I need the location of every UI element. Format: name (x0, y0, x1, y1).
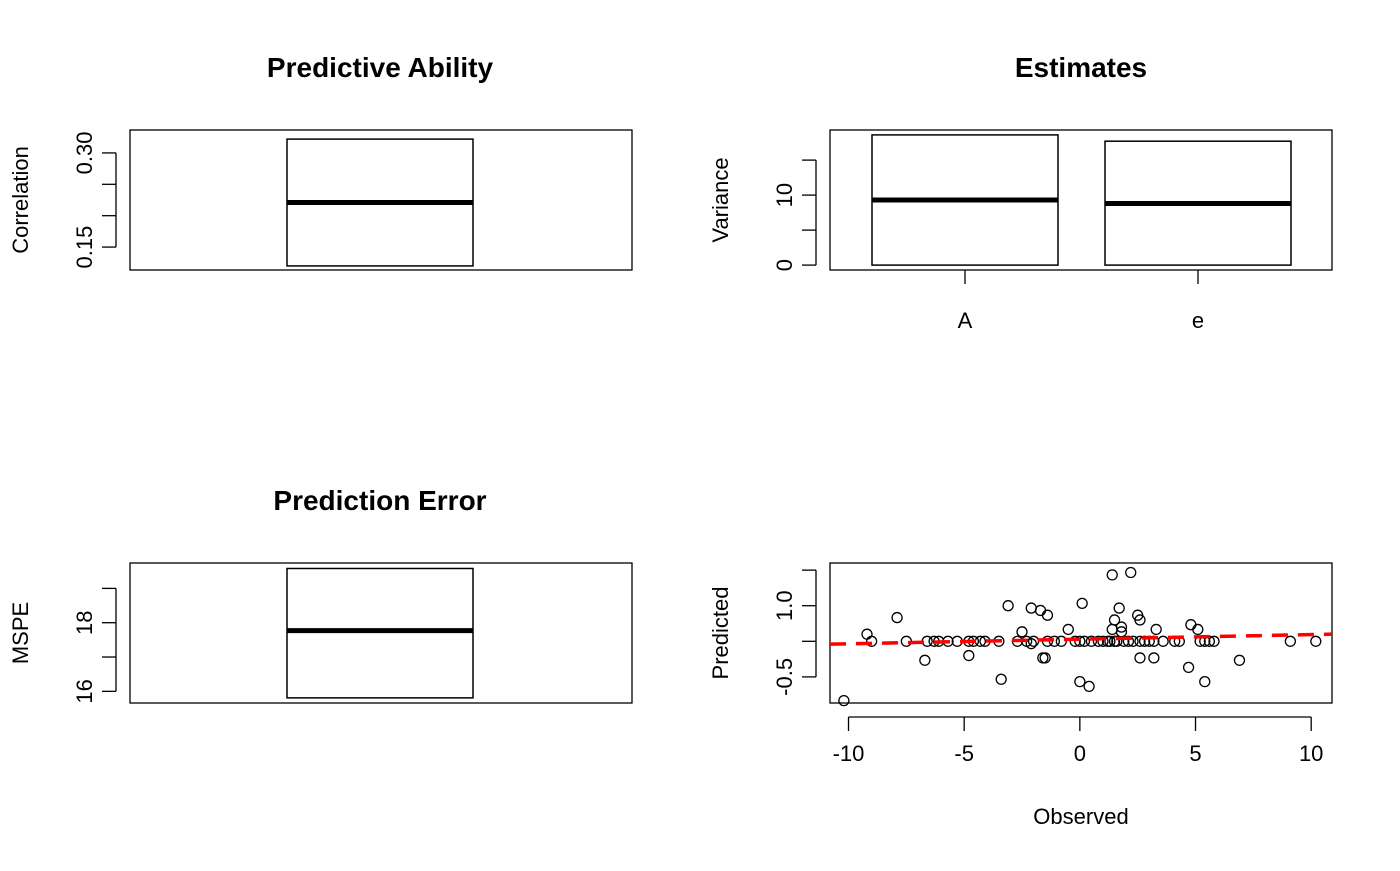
y-tick-label: 0.30 (72, 132, 97, 175)
plot-frame (829, 562, 1333, 704)
panel-observed-vs-predicted: Predicted Observed -0.5 1.0 -10 -5 0 5 10 (708, 562, 1333, 829)
x-tick-label: 5 (1189, 741, 1201, 766)
y-tick-label: 18 (72, 610, 97, 634)
box (286, 567, 474, 699)
data-point (1125, 566, 1137, 579)
data-point (1111, 635, 1123, 647)
data-point (1078, 635, 1091, 647)
data-point (963, 649, 975, 662)
data-point (1055, 635, 1067, 647)
data-point (1074, 635, 1086, 647)
data-point (919, 654, 931, 666)
y-tick-label: 0.15 (72, 226, 97, 269)
data-point (1027, 635, 1040, 647)
data-point (1025, 602, 1037, 614)
data-point (1016, 626, 1028, 638)
y-axis-label: MSPE (8, 602, 33, 664)
data-point (1076, 597, 1088, 609)
x-axis-label: Observed (1033, 804, 1128, 829)
data-point (1208, 635, 1220, 647)
data-point (1002, 600, 1014, 612)
data-point (1185, 619, 1197, 631)
data-point (1034, 604, 1047, 617)
chart-title: Prediction Error (273, 485, 486, 516)
data-point (1134, 652, 1146, 664)
data-point (1134, 635, 1146, 647)
data-point (1069, 635, 1081, 647)
data-point (838, 694, 850, 707)
data-point (1113, 602, 1125, 614)
x-tick-label: e (1192, 308, 1204, 333)
data-point (1085, 635, 1098, 647)
data-point (1039, 652, 1051, 664)
data-point (1074, 675, 1086, 688)
y-axis-label: Correlation (8, 146, 33, 254)
y-tick-label: 16 (72, 679, 97, 703)
data-point (1115, 621, 1128, 633)
data-point (1062, 623, 1074, 636)
data-point (1083, 680, 1095, 693)
data-point (1157, 635, 1169, 647)
data-point (1127, 635, 1139, 647)
y-tick-label: 1.0 (772, 590, 797, 621)
data-point (861, 628, 873, 640)
data-point (1106, 569, 1118, 581)
data-point (995, 673, 1007, 685)
data-point (865, 635, 878, 647)
y-tick-label: 10 (772, 183, 797, 207)
data-point (1182, 661, 1195, 674)
x-tick-label: 10 (1299, 741, 1323, 766)
data-point (1150, 623, 1162, 636)
y-axis-label: Predicted (708, 587, 733, 680)
x-tick-label: -10 (833, 741, 865, 766)
data-point (1284, 635, 1297, 647)
x-tick-label: A (958, 308, 973, 333)
chart-title: Estimates (1015, 52, 1147, 83)
data-point (1106, 623, 1118, 636)
data-point (1134, 614, 1146, 626)
y-tick-label: -0.5 (772, 658, 797, 696)
data-point (1233, 654, 1246, 666)
data-point (1122, 635, 1135, 647)
x-tick-label: 0 (1074, 741, 1086, 766)
chart-title: Predictive Ability (267, 52, 494, 83)
data-point (1025, 638, 1037, 650)
plot-frame (129, 129, 633, 271)
data-point (1148, 652, 1160, 664)
data-point (1097, 635, 1109, 647)
panel-estimates: Estimates Variance 0 10 A e (708, 52, 1333, 333)
data-point (1192, 623, 1204, 636)
data-point (1104, 635, 1116, 647)
panel-predictive-ability: Predictive Ability Correlation 0.15 0.30 (8, 52, 633, 271)
data-point (891, 611, 903, 624)
x-tick-label: -5 (954, 741, 974, 766)
data-point (1199, 675, 1211, 688)
data-point (1037, 652, 1049, 664)
plot-frame (829, 129, 1333, 271)
plot-frame (129, 562, 633, 704)
data-point (1041, 609, 1054, 621)
panel-prediction-error: Prediction Error MSPE 16 18 (8, 485, 633, 704)
y-tick-label: 0 (772, 259, 797, 271)
data-point (1118, 635, 1130, 647)
fit-line (829, 632, 1333, 646)
data-point (1310, 635, 1322, 647)
y-axis-label: Variance (708, 157, 733, 242)
data-point (1108, 614, 1121, 626)
data-point (1092, 635, 1105, 647)
